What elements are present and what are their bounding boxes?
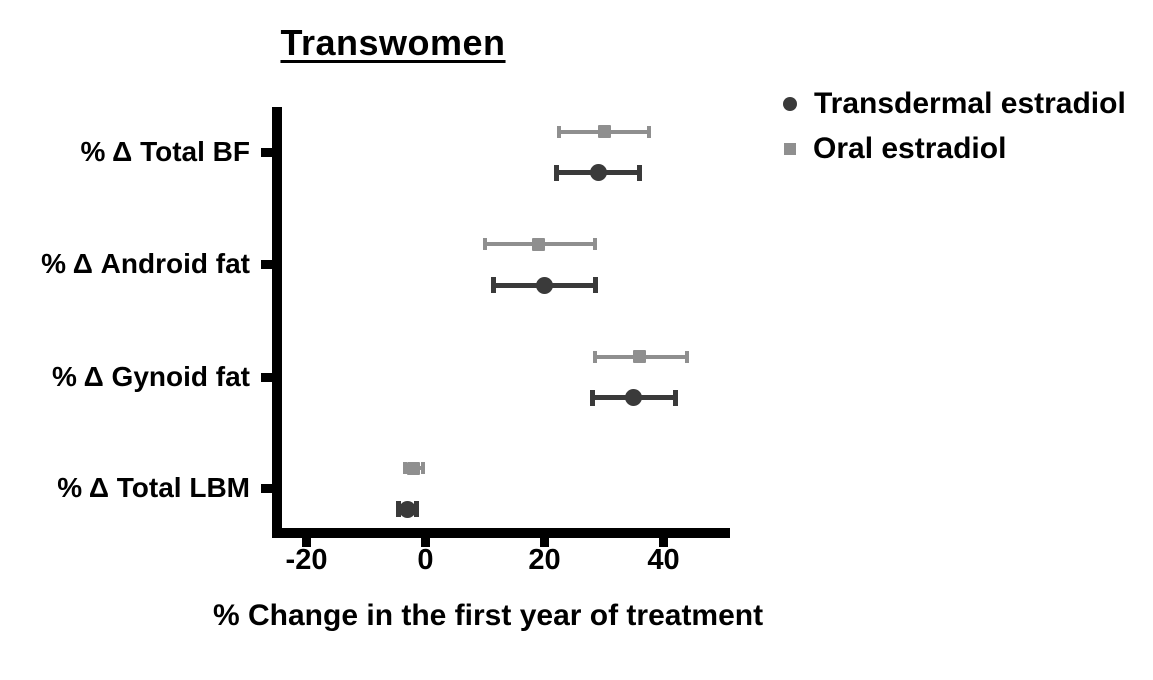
error-bar-cap-right: [593, 238, 598, 250]
error-bar-cap-right: [672, 389, 678, 406]
x-tick-label: 0: [417, 544, 434, 576]
data-point-marker: [625, 389, 643, 406]
x-axis-tick: [302, 538, 311, 547]
error-bar-cap-right: [420, 462, 425, 474]
error-bar-cap-right: [592, 277, 598, 293]
x-axis-tick: [421, 538, 430, 547]
y-axis-label-gynoid-fat: % Δ Gynoid fat: [52, 361, 250, 392]
error-bar-cap-left: [557, 125, 562, 138]
x-axis-tick: [659, 538, 668, 547]
y-axis-tick: [261, 484, 272, 493]
error-bar-cap-left: [483, 238, 487, 250]
y-axis-label-total-lbm: % Δ Total LBM: [57, 472, 250, 503]
data-point-marker: [633, 350, 647, 363]
data-point-marker: [399, 500, 417, 518]
error-bar-cap-right: [685, 350, 690, 363]
legend-item-transdermal-estradiol: Transdermal estradiol: [783, 81, 1126, 126]
legend-label-transdermal: Transdermal estradiol: [814, 86, 1126, 120]
x-tick-label: 40: [647, 544, 680, 576]
data-point-marker: [597, 125, 611, 138]
square-marker-icon: [784, 142, 796, 155]
legend: Transdermal estradiol Oral estradiol: [783, 81, 1126, 171]
legend-item-oral-estradiol: Oral estradiol: [783, 126, 1126, 171]
error-bar-cap-right: [646, 125, 651, 138]
y-axis-tick: [261, 260, 272, 269]
y-axis-spine: [272, 107, 282, 538]
y-axis-label-total-bf: % Δ Total BF: [80, 136, 250, 167]
error-bar-cap-left: [553, 164, 559, 181]
chart-title: Transwomen: [280, 22, 506, 63]
data-point-marker: [536, 276, 553, 294]
data-point-marker: [532, 237, 546, 251]
error-bar-cap-left: [396, 501, 402, 517]
x-axis-tick: [540, 538, 549, 547]
error-bar-cap-left: [491, 277, 497, 293]
y-axis-tick: [261, 147, 272, 157]
x-axis-title: % Change in the first year of treatment: [213, 599, 764, 632]
y-axis-label-android-fat: % Δ Android fat: [41, 248, 250, 279]
error-bar-cap-left: [593, 350, 598, 363]
error-bar-cap-right: [637, 164, 643, 181]
x-tick-label: 20: [528, 544, 561, 576]
error-bar-cap-left: [402, 462, 407, 474]
error-bar-cap-left: [589, 389, 595, 406]
error-bar-cap-right: [414, 501, 420, 517]
x-axis-spine: [272, 528, 730, 538]
circle-marker-icon: [783, 96, 797, 111]
data-point-marker: [407, 461, 421, 475]
y-axis-tick: [261, 372, 272, 382]
x-tick-label: -20: [285, 544, 328, 576]
legend-label-oral: Oral estradiol: [813, 131, 1007, 165]
data-point-marker: [589, 164, 607, 181]
